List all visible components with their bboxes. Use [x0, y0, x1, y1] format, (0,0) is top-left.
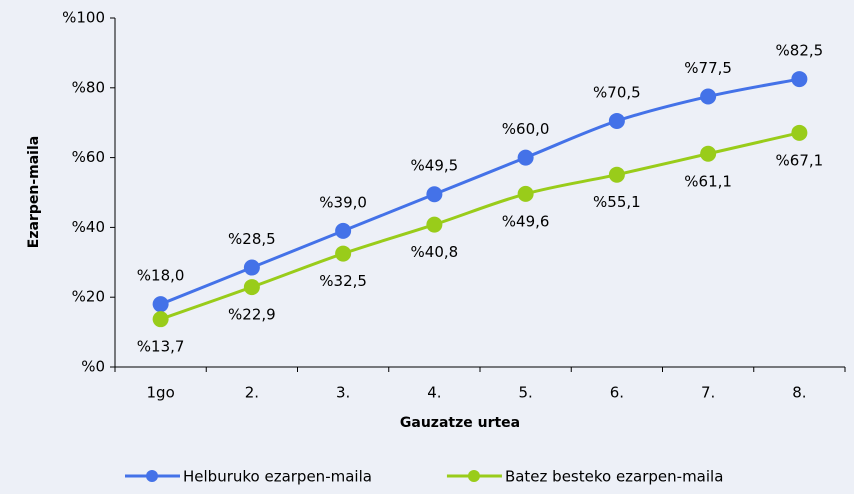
- data-point: [243, 259, 260, 276]
- x-tick-label: 4.: [427, 384, 441, 402]
- data-label: %49,5: [411, 157, 459, 175]
- data-label: %55,1: [593, 193, 641, 211]
- data-point: [608, 112, 625, 129]
- data-label: %18,0: [137, 267, 185, 285]
- data-point: [426, 186, 443, 203]
- data-label: %39,0: [319, 193, 367, 211]
- data-point: [426, 216, 443, 233]
- x-tick-label: 7.: [701, 384, 715, 402]
- data-label: %49,6: [502, 212, 550, 230]
- data-point: [335, 245, 352, 262]
- y-tick-label: %40: [72, 218, 105, 236]
- series-line: [160, 131, 800, 321]
- data-point: [791, 124, 808, 141]
- x-tick-label: 3.: [336, 384, 350, 402]
- data-label: %61,1: [684, 172, 732, 190]
- legend-marker: [467, 470, 480, 482]
- y-tick-label: %80: [72, 78, 105, 96]
- data-label: %28,5: [228, 230, 276, 248]
- data-label: %70,5: [593, 83, 641, 101]
- data-label: %67,1: [776, 151, 824, 169]
- data-point: [700, 88, 717, 105]
- x-axis-title: Gauzatze urtea: [400, 415, 520, 431]
- y-tick-label: %20: [72, 288, 105, 306]
- data-label: %13,7: [137, 338, 185, 356]
- data-label: %22,9: [228, 306, 276, 324]
- y-tick-label: %60: [72, 148, 105, 166]
- legend-label: Helburuko ezarpen-maila: [183, 468, 372, 486]
- data-label: %82,5: [776, 42, 824, 60]
- data-point: [152, 311, 169, 328]
- data-point: [243, 279, 260, 296]
- x-tick-label: 2.: [245, 384, 259, 402]
- legend-label: Batez besteko ezarpen-maila: [505, 468, 723, 486]
- x-tick-label: 8.: [792, 384, 806, 402]
- x-tick-label: 1go: [147, 384, 175, 402]
- series-line: [160, 77, 800, 306]
- data-label: %40,8: [411, 243, 459, 261]
- data-label: %32,5: [319, 272, 367, 290]
- data-point: [791, 71, 808, 88]
- data-point: [608, 166, 625, 183]
- data-point: [152, 296, 169, 313]
- data-point: [517, 149, 534, 166]
- y-axis-title: Ezarpen-maila: [26, 136, 42, 248]
- data-point: [517, 185, 534, 202]
- y-tick-label: %0: [81, 358, 105, 376]
- data-point: [335, 222, 352, 239]
- legend-marker: [146, 470, 158, 482]
- x-tick-label: 5.: [518, 384, 532, 402]
- y-tick-label: %100: [62, 9, 105, 27]
- data-label: %77,5: [684, 59, 732, 77]
- x-tick-label: 6.: [610, 384, 624, 402]
- data-point: [700, 145, 717, 162]
- data-label: %60,0: [502, 120, 550, 138]
